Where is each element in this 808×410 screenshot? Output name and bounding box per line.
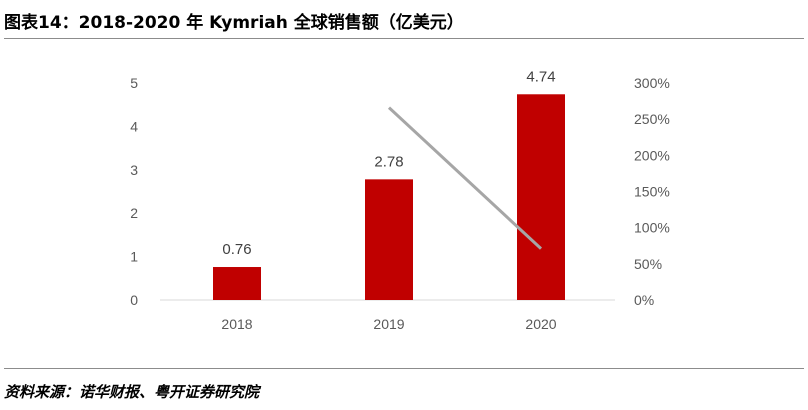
growth-rate-line: [387, 106, 543, 250]
bar-2019: [365, 179, 413, 300]
y-right-tick-label: 50%: [634, 256, 662, 272]
bar-2020: [517, 94, 565, 300]
source-note: 资料来源：诺华财报、粤开证券研究院: [4, 383, 260, 401]
bar-data-label: 0.76: [222, 241, 251, 258]
chart-title: 图表14：2018-2020 年 Kymriah 全球销售额（亿美元）: [4, 13, 464, 33]
y-left-tick-label: 5: [130, 75, 138, 91]
y-right-tick-label: 100%: [634, 220, 670, 236]
bar-data-label: 2.78: [374, 153, 403, 170]
bar-2018: [213, 267, 261, 300]
y-left-tick-label: 4: [130, 118, 138, 134]
x-tick-label: 2018: [221, 316, 252, 332]
y-right-tick-label: 200%: [634, 147, 670, 163]
y-left-tick-label: 1: [130, 249, 138, 265]
y-right-tick-label: 150%: [634, 184, 670, 200]
y-right-tick-label: 0%: [634, 292, 654, 308]
x-tick-label: 2020: [525, 316, 556, 332]
y-left-tick-label: 0: [130, 292, 138, 308]
y-left-tick-label: 2: [130, 205, 138, 221]
y-right-tick-label: 250%: [634, 111, 670, 127]
y-right-tick-label: 300%: [634, 75, 670, 91]
title-divider: [4, 38, 804, 39]
source-divider: [4, 368, 804, 369]
x-tick-label: 2019: [373, 316, 404, 332]
y-left-tick-label: 3: [130, 162, 138, 178]
bar-data-label: 4.74: [526, 68, 555, 85]
